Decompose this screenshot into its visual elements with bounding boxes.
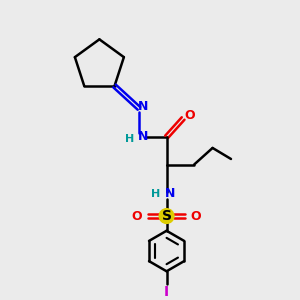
Text: O: O <box>191 209 201 223</box>
Text: O: O <box>132 209 142 223</box>
Text: N: N <box>138 100 149 113</box>
Text: O: O <box>184 109 195 122</box>
Text: N: N <box>165 188 175 200</box>
Text: S: S <box>162 209 172 223</box>
Text: I: I <box>164 284 169 298</box>
Text: H: H <box>125 134 134 144</box>
Text: H: H <box>151 189 160 199</box>
Circle shape <box>159 209 174 224</box>
Text: N: N <box>138 130 149 143</box>
